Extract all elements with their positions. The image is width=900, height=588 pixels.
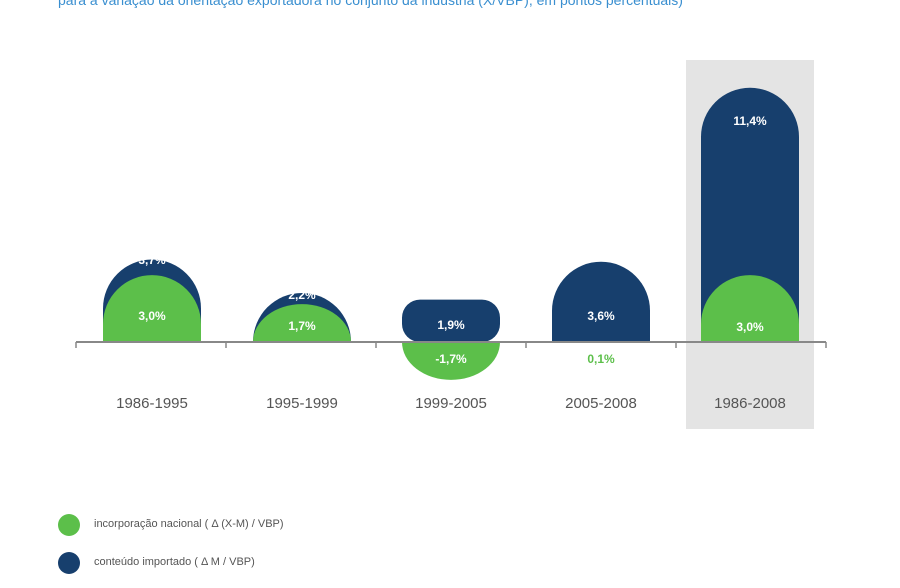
bar-nacional-1999-2005 (402, 342, 500, 380)
chart-subtitle: para a variação da orientação exportador… (58, 0, 683, 8)
category-label-2005-2008: 2005-2008 (565, 395, 637, 412)
label-importado-1995-1999: 2,2% (288, 288, 316, 302)
label-nacional-1986-2008: 3,0% (736, 320, 764, 334)
category-label-1986-2008: 1986-2008 (714, 395, 786, 412)
label-importado-1986-1995: 3,7% (138, 253, 166, 267)
bar-nacional-1986-2008 (701, 275, 799, 342)
legend-label-importado: conteúdo importado ( Δ M / VBP) (94, 556, 255, 568)
category-label-1986-1995: 1986-1995 (116, 395, 188, 412)
label-importado-2005-2008: 3,6% (587, 309, 615, 323)
label-importado-1999-2005: 1,9% (437, 318, 465, 332)
bar-importado-1999-2005 (402, 299, 500, 342)
category-label-1995-1999: 1995-1999 (266, 395, 338, 412)
bar-chart: 3,7% 3,0% 1986-1995 2,2% 1,7% 1995-1999 1,9% -1… (75, 60, 827, 429)
bar-nacional-1995-1999 (253, 304, 351, 342)
category-label-1999-2005: 1999-2005 (415, 395, 487, 412)
bar-importado-2005-2008 (552, 261, 650, 342)
legend-swatch-importado (58, 552, 80, 574)
bar-nacional-1986-1995 (103, 275, 201, 342)
label-nacional-2005-2008: 0,1% (587, 352, 615, 366)
label-nacional-1986-1995: 3,0% (138, 309, 166, 323)
label-nacional-1995-1999: 1,7% (288, 319, 316, 333)
legend-swatch-nacional (58, 514, 80, 536)
legend-label-nacional: incorporação nacional ( Δ (X-M) / VBP) (94, 518, 284, 530)
label-importado-1986-2008: 11,4% (733, 114, 767, 128)
bar-importado-1986-2008 (701, 87, 799, 342)
label-nacional-1999-2005: -1,7% (435, 352, 467, 366)
